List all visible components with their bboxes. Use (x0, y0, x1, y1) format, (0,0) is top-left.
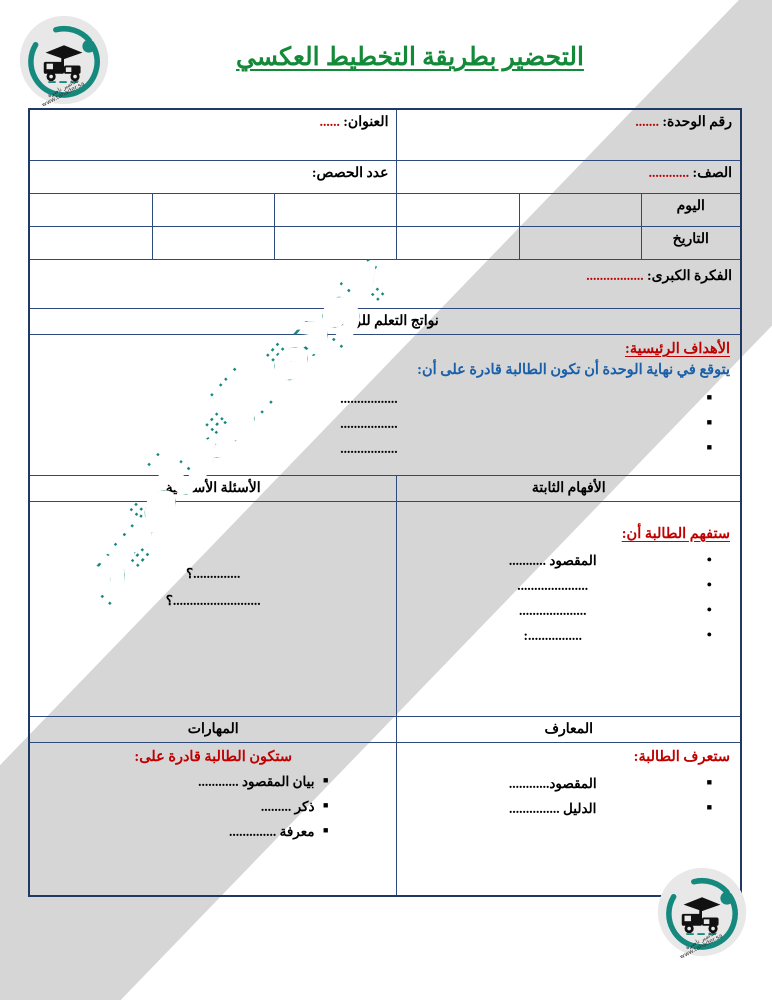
lessons-count-label: عدد الحصص: (311, 166, 389, 181)
understandings-intro: ستفهم الطالبة أن: (621, 526, 730, 542)
main-goals-list: ................. ................. ....… (40, 387, 712, 462)
table-row-knowledge-skills-body: ستعرف الطالبة: المقصود............ الدلي… (28, 742, 742, 897)
list-item[interactable]: ................: (407, 624, 711, 649)
day-cell-1[interactable] (518, 193, 642, 227)
cell-class: الصف: ............ (396, 160, 742, 194)
unit-outcomes-header: نواتج التعلم للوحدة (28, 308, 742, 335)
page-title: التحضير بطريقة التخطيط العكسي (236, 44, 584, 71)
main-goals-label: الأهداف الرئيسية: (624, 341, 730, 357)
list-item[interactable]: ................. (40, 387, 712, 412)
date-cell-2[interactable] (396, 226, 520, 260)
lesson-plan-table: رقم الوحدة: ....... العنوان: ...... الصف… (27, 108, 742, 897)
class-label: الصف: (692, 166, 732, 181)
table-row-outcomes-header: نواتج التعلم للوحدة (28, 308, 742, 335)
knowledge-header: المعارف (396, 716, 742, 743)
table-row-class-lessons: الصف: ............ عدد الحصص: (28, 160, 742, 194)
question-line[interactable]: ..............؟ (185, 566, 241, 581)
day-cell-5[interactable] (28, 193, 154, 227)
list-item[interactable]: بيان المقصود ............ (40, 770, 328, 795)
list-item[interactable]: ذكر ......... (40, 795, 328, 820)
list-item[interactable]: المقصود............ (407, 772, 712, 797)
list-item[interactable]: الدليل ............... (407, 797, 711, 822)
big-idea-value[interactable]: ................. (586, 268, 644, 283)
date-cell-5[interactable] (28, 226, 154, 260)
unit-number-label: رقم الوحدة: (662, 115, 732, 130)
date-cell-1[interactable] (518, 226, 642, 260)
day-row-label: اليوم (640, 193, 742, 227)
day-cell-4[interactable] (152, 193, 276, 227)
cell-main-goals: الأهداف الرئيسية: يتوقع في نهاية الوحدة … (28, 334, 742, 476)
expectation-line: يتوقع في نهاية الوحدة أن تكون الطالبة قا… (417, 362, 730, 378)
knowledge-list: المقصود............ الدليل .............… (407, 772, 712, 822)
list-item[interactable]: ..................... (407, 574, 711, 599)
cell-big-idea: الفكرة الكبرى: ................. (28, 259, 742, 309)
day-cell-2[interactable] (396, 193, 520, 227)
cell-skills: ستكون الطالبة قادرة على: بيان المقصود ..… (28, 742, 398, 897)
brand-logo-bottom: تحاضير ناصرة www.tahader.sa (656, 866, 748, 961)
date-row-label: التاريخ (640, 226, 742, 260)
table-row-day: اليوم (28, 193, 742, 227)
table-row-date: التاريخ (28, 226, 742, 260)
class-value[interactable]: ............ (648, 165, 690, 180)
address-value[interactable]: ...... (319, 114, 340, 129)
list-item[interactable]: ................. (40, 412, 712, 437)
date-cell-3[interactable] (274, 226, 398, 260)
essential-questions-header: الأسئلة الأساسية (28, 475, 398, 502)
understandings-list: المقصود ........... ....................… (407, 549, 712, 649)
skills-header: المهارات (28, 716, 398, 743)
list-item[interactable]: ................. (40, 437, 712, 462)
address-label: العنوان: (343, 115, 389, 130)
understandings-header: الأفهام الثابتة (396, 475, 742, 502)
table-row-knowledge-skills-headers: المعارف المهارات (28, 716, 742, 743)
list-item[interactable]: معرفة .............. (40, 820, 328, 845)
table-row-unit-address: رقم الوحدة: ....... العنوان: ...... (28, 108, 742, 161)
skills-list: بيان المقصود ............ ذكر ......... … (40, 770, 329, 845)
skills-intro: ستكون الطالبة قادرة على: (134, 749, 293, 765)
cell-understandings: ستفهم الطالبة أن: المقصود ........... ..… (396, 501, 742, 717)
table-row-understanding-headers: الأفهام الثابتة الأسئلة الأساسية (28, 475, 742, 502)
cell-lessons-count: عدد الحصص: (28, 160, 398, 194)
table-row-understanding-body: ستفهم الطالبة أن: المقصود ........... ..… (28, 501, 742, 717)
list-item[interactable]: المقصود ........... (407, 549, 712, 574)
cell-unit-number: رقم الوحدة: ....... (396, 108, 742, 161)
big-idea-label: الفكرة الكبرى: (647, 269, 732, 284)
cell-essential-questions: ..............؟ ........................… (28, 501, 398, 717)
cell-address: العنوان: ...... (28, 108, 398, 161)
day-cell-3[interactable] (274, 193, 398, 227)
knowledge-intro: ستعرف الطالبة: (633, 749, 730, 765)
date-cell-4[interactable] (152, 226, 276, 260)
list-item[interactable]: .................... (407, 599, 712, 624)
table-row-big-idea: الفكرة الكبرى: ................. (28, 259, 742, 309)
brand-logo-top: تحاضير ناصرة www.tahader.sa (18, 14, 110, 109)
unit-number-value[interactable]: ....... (635, 114, 659, 129)
table-row-main-goals: الأهداف الرئيسية: يتوقع في نهاية الوحدة … (28, 334, 742, 476)
question-line[interactable]: ..........................؟ (165, 593, 261, 608)
